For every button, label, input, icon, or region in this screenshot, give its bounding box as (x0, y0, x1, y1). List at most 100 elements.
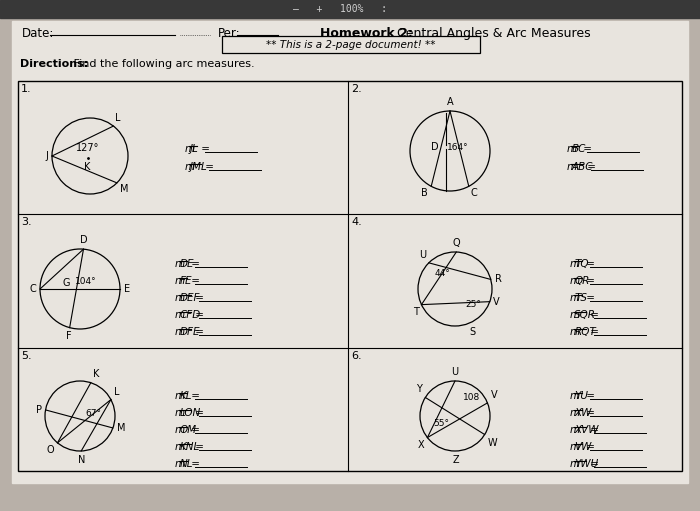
Text: =: = (202, 162, 214, 172)
Text: m: m (185, 144, 195, 154)
Text: 1.: 1. (21, 84, 32, 94)
Text: 164°: 164° (447, 143, 468, 151)
Text: Directions:: Directions: (20, 59, 88, 69)
Text: =: = (587, 459, 599, 469)
Text: NL: NL (179, 459, 193, 469)
Text: Homework 2:: Homework 2: (320, 27, 413, 39)
Text: S: S (470, 327, 476, 337)
Text: Per:: Per: (218, 27, 241, 39)
Text: ABC: ABC (571, 162, 593, 172)
Text: m: m (570, 442, 580, 452)
Text: E: E (124, 284, 130, 294)
Text: —   +   100%   :: — + 100% : (293, 4, 387, 14)
Text: B: B (421, 189, 428, 198)
Text: U: U (452, 367, 458, 377)
Text: QR: QR (575, 276, 590, 286)
Text: m: m (175, 459, 185, 469)
Text: 2.: 2. (351, 84, 362, 94)
Text: DFE: DFE (179, 327, 200, 337)
Bar (222, 36, 480, 53)
Text: VW: VW (575, 442, 592, 452)
Text: m: m (175, 310, 185, 320)
Text: L: L (114, 386, 120, 397)
Text: K: K (84, 162, 90, 172)
Text: =: = (580, 144, 592, 154)
Text: OM: OM (179, 425, 197, 435)
Text: M: M (120, 184, 128, 194)
Text: Date:: Date: (22, 27, 55, 39)
Text: =: = (583, 276, 595, 286)
Text: XVW: XVW (575, 425, 599, 435)
Text: 5.: 5. (21, 351, 32, 361)
Text: V: V (493, 297, 499, 307)
Text: m: m (175, 276, 185, 286)
Bar (0, 0, 700, 18)
Text: Find the following arc measures.: Find the following arc measures. (70, 59, 255, 69)
Text: m: m (175, 327, 185, 337)
Text: D: D (80, 235, 88, 245)
Text: =: = (587, 310, 599, 320)
Text: TS: TS (575, 293, 587, 303)
Text: YU: YU (575, 391, 589, 401)
Text: X: X (418, 439, 424, 450)
Text: LON: LON (179, 408, 201, 418)
Text: Central Angles & Arc Measures: Central Angles & Arc Measures (397, 27, 591, 39)
Text: =: = (587, 327, 599, 337)
Text: =: = (587, 425, 599, 435)
Text: =: = (188, 391, 200, 401)
Text: F: F (66, 331, 71, 341)
Text: m: m (570, 425, 580, 435)
Text: m: m (175, 259, 185, 269)
Text: L: L (116, 113, 121, 123)
Text: XW: XW (575, 408, 592, 418)
Text: 127°: 127° (76, 143, 99, 153)
Text: J: J (45, 151, 48, 161)
Text: m: m (570, 459, 580, 469)
Text: =: = (583, 408, 595, 418)
Text: T: T (412, 307, 419, 317)
Text: m: m (185, 162, 195, 172)
Text: JL: JL (190, 144, 198, 154)
Text: 4.: 4. (351, 217, 362, 227)
Text: O: O (47, 445, 55, 455)
Text: =: = (188, 459, 200, 469)
Text: m: m (570, 408, 580, 418)
Text: DEF: DEF (179, 293, 200, 303)
Text: 44°: 44° (435, 269, 451, 278)
Text: m: m (570, 391, 580, 401)
Text: m: m (175, 425, 185, 435)
Text: KL: KL (179, 391, 192, 401)
Text: m: m (570, 293, 580, 303)
Text: YWU: YWU (575, 459, 598, 469)
Text: C: C (29, 284, 36, 294)
Text: U: U (419, 250, 426, 260)
Text: 3.: 3. (21, 217, 32, 227)
Text: M: M (117, 423, 125, 433)
Bar (18, 81, 682, 471)
Text: m: m (175, 391, 185, 401)
Text: =: = (583, 293, 595, 303)
Text: =: = (583, 442, 595, 452)
Text: =: = (584, 162, 596, 172)
Text: CFD: CFD (179, 310, 201, 320)
Text: N: N (78, 455, 85, 465)
Text: m: m (567, 144, 577, 154)
Text: A: A (447, 97, 454, 107)
Text: 108: 108 (463, 393, 480, 402)
Text: =: = (198, 144, 210, 154)
Text: RQT: RQT (575, 327, 596, 337)
Text: =: = (192, 408, 204, 418)
Text: D: D (431, 142, 439, 152)
Text: K: K (93, 369, 99, 379)
Text: C: C (471, 189, 477, 198)
Text: TQ: TQ (575, 259, 589, 269)
Text: =: = (192, 327, 204, 337)
Text: JML: JML (190, 162, 207, 172)
Text: KNL: KNL (179, 442, 200, 452)
Text: 67°: 67° (85, 409, 101, 418)
Text: DE: DE (179, 259, 194, 269)
Text: V: V (491, 390, 497, 400)
Text: =: = (192, 310, 204, 320)
Text: W: W (488, 437, 497, 448)
Text: ** This is a 2-page document! **: ** This is a 2-page document! ** (266, 39, 435, 50)
